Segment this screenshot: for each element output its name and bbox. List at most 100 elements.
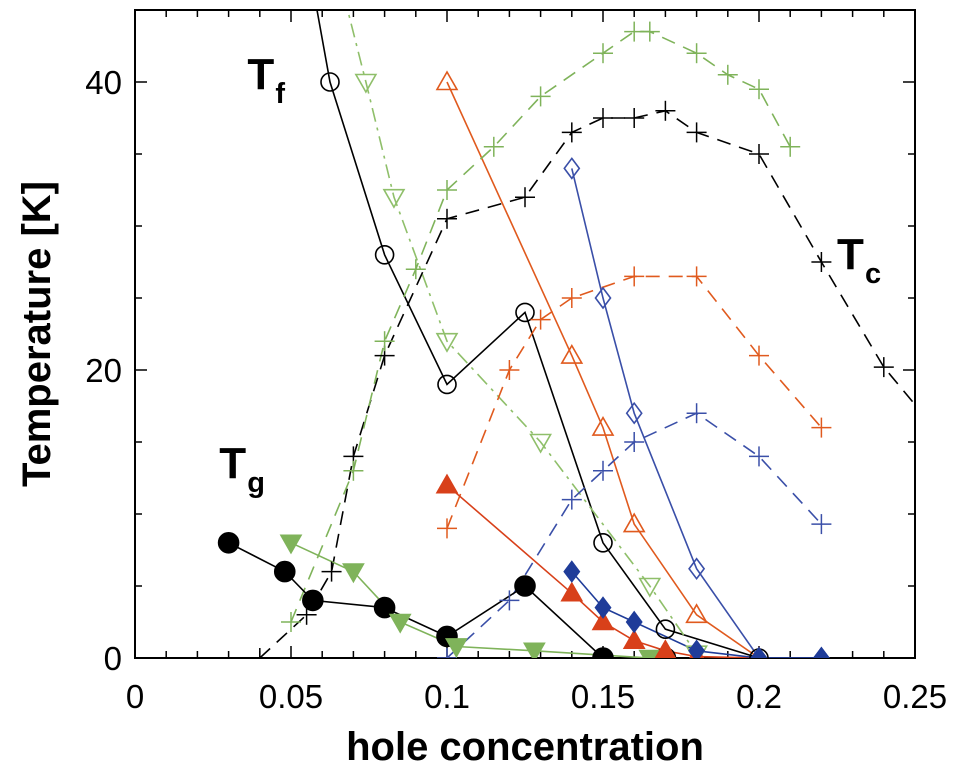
- data-point: [594, 596, 612, 619]
- data-point: [593, 108, 613, 128]
- data-point: [373, 596, 396, 619]
- data-point: [655, 100, 676, 121]
- data-point: [530, 86, 551, 107]
- y-axis-title: Temperature [K]: [15, 181, 59, 487]
- data-point: [812, 646, 830, 658]
- series-layer: [228, 10, 915, 658]
- data-point: [342, 563, 365, 584]
- data-point: [638, 577, 662, 598]
- data-point: [717, 64, 738, 85]
- x-axis-title: hole concentration: [346, 725, 704, 769]
- y-tick-label: 40: [85, 64, 122, 101]
- data-point: [217, 531, 240, 554]
- data-point: [593, 460, 613, 481]
- x-tick-label: 0.25: [883, 678, 947, 715]
- data-point: [382, 188, 406, 209]
- data-point: [688, 639, 706, 658]
- data-point: [273, 560, 296, 583]
- data-point: [437, 374, 457, 395]
- data-point: [530, 309, 551, 330]
- annotation-label: T: [247, 50, 274, 99]
- data-point: [515, 187, 535, 208]
- data-point: [561, 489, 582, 510]
- data-point: [811, 252, 832, 272]
- plot-frame: [134, 9, 916, 659]
- data-point: [343, 460, 364, 481]
- data-point: [593, 43, 613, 64]
- series-line-11: [571, 571, 822, 658]
- data-point: [686, 43, 707, 64]
- data-point: [515, 302, 535, 323]
- data-point: [750, 646, 768, 658]
- data-point: [811, 417, 832, 438]
- data-point: [320, 72, 340, 92]
- axis-tick-labels: 0 0.05 0.1 0.15 0.2 0.25 0 20 40: [85, 64, 947, 715]
- data-point: [638, 649, 662, 658]
- data-point: [811, 514, 832, 535]
- data-point: [354, 73, 378, 94]
- data-point: [444, 638, 468, 658]
- data-point: [591, 610, 615, 631]
- annotation-subscript: c: [865, 258, 881, 290]
- data-point: [281, 612, 301, 632]
- data-point: [873, 357, 894, 378]
- series-line-4: [259, 109, 915, 658]
- data-point: [388, 613, 412, 634]
- series-line-5: [290, 30, 791, 623]
- data-point: [374, 331, 395, 352]
- x-tick-label: 0.05: [259, 678, 323, 715]
- data-point: [593, 532, 613, 553]
- series-line-1: [346, 10, 698, 655]
- data-point: [435, 70, 459, 91]
- data-point: [437, 648, 457, 658]
- annotation-subscript: f: [275, 78, 285, 110]
- data-point: [639, 21, 660, 42]
- series-line-10: [446, 484, 760, 658]
- data-point: [563, 157, 581, 180]
- data-point: [437, 208, 457, 229]
- y-tick-label: 20: [85, 352, 122, 389]
- annotation-label: T: [219, 439, 246, 488]
- data-point: [685, 603, 708, 624]
- axis-ticks: [134, 9, 916, 659]
- data-point: [591, 415, 615, 436]
- data-point: [321, 561, 342, 582]
- data-point: [514, 575, 536, 597]
- series-line-0: [316, 10, 760, 658]
- marker-layer: [217, 21, 956, 658]
- data-point: [437, 518, 457, 539]
- data-point: [688, 557, 706, 581]
- x-tick-label: 0.1: [424, 678, 470, 715]
- data-point: [936, 432, 956, 452]
- data-point: [435, 332, 459, 353]
- data-point: [749, 345, 769, 366]
- series-line-3: [571, 168, 822, 658]
- data-point: [561, 122, 582, 143]
- x-tick-label: 0.2: [736, 678, 782, 715]
- data-point: [561, 288, 582, 308]
- data-point: [686, 403, 707, 424]
- data-point: [655, 619, 676, 640]
- annotation-label: T: [837, 230, 864, 279]
- y-tick-label: 0: [104, 640, 122, 677]
- data-point: [499, 360, 520, 380]
- data-point: [594, 286, 612, 310]
- data-point: [749, 446, 769, 467]
- x-tick-label: 0.15: [571, 678, 635, 715]
- data-point: [622, 512, 646, 533]
- data-point: [654, 639, 677, 658]
- data-point: [624, 266, 645, 287]
- data-point: [302, 589, 324, 612]
- data-point: [749, 79, 769, 100]
- data-point: [780, 136, 801, 157]
- data-point: [624, 432, 645, 452]
- annotation-subscript: g: [247, 467, 265, 499]
- data-point: [529, 433, 552, 454]
- data-point: [686, 266, 707, 287]
- data-point: [686, 122, 707, 143]
- data-point: [563, 560, 581, 583]
- x-tick-label: 0: [126, 678, 144, 715]
- data-point: [622, 629, 646, 650]
- series-line-2: [446, 81, 760, 658]
